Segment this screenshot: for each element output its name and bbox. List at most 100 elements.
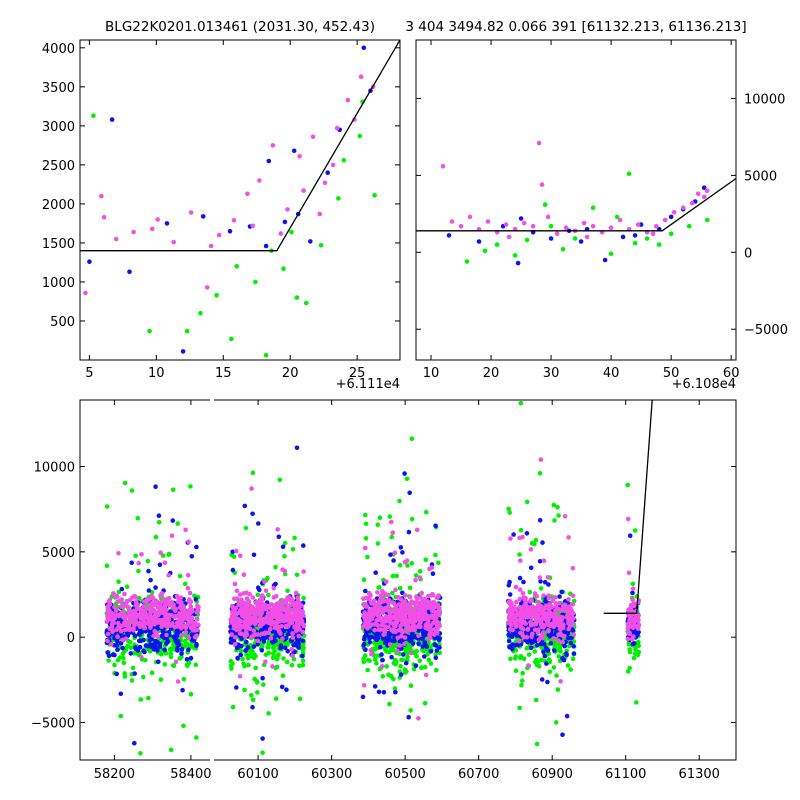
magenta-point <box>161 622 167 628</box>
blue-point <box>173 639 179 644</box>
magenta-point <box>185 572 191 578</box>
green-point <box>555 687 561 692</box>
magenta-point <box>406 609 411 615</box>
magenta-point <box>216 232 222 238</box>
magenta-point <box>367 616 373 621</box>
blue-point <box>149 644 154 650</box>
blue-point <box>118 691 124 697</box>
axes-frame <box>415 39 737 361</box>
magenta-point <box>237 627 242 632</box>
green-point <box>547 669 553 675</box>
magenta-point <box>264 614 270 620</box>
axes-frame <box>214 399 737 761</box>
blue-point <box>114 671 119 677</box>
magenta-point <box>265 619 271 624</box>
magenta-point <box>278 611 284 617</box>
blue-point <box>261 635 266 640</box>
magenta-point <box>172 608 178 613</box>
magenta-point <box>297 627 302 632</box>
magenta-point <box>361 683 367 688</box>
magenta-point <box>322 180 328 186</box>
x-tick-label: 60100 <box>237 767 278 782</box>
blue-point <box>157 562 163 568</box>
blue-point <box>132 740 137 746</box>
bottom-right-panel: 60100 60300 60500 60700 60900 61100 61300 <box>214 399 737 782</box>
green-point <box>300 647 306 652</box>
blue-point <box>437 645 442 650</box>
magenta-point <box>517 596 522 602</box>
green-point <box>177 656 182 661</box>
blue-point <box>244 639 249 645</box>
magenta-point <box>423 613 429 618</box>
green-point <box>537 471 543 476</box>
blue-point <box>235 655 240 661</box>
blue-point <box>524 531 530 536</box>
blue-point <box>143 643 149 648</box>
magenta-point <box>503 222 509 227</box>
magenta-point <box>566 604 572 610</box>
magenta-point <box>650 231 656 237</box>
magenta-point <box>530 223 536 229</box>
magenta-point <box>560 639 565 645</box>
green-point <box>560 246 566 252</box>
blue-point <box>528 565 534 571</box>
blue-point <box>578 239 584 244</box>
x-tick-label: 61300 <box>679 767 720 782</box>
blue-point <box>156 513 162 518</box>
blue-point <box>535 643 540 648</box>
blue-point <box>260 736 265 741</box>
green-point <box>608 251 614 257</box>
magenta-point <box>630 597 635 602</box>
magenta-point <box>407 613 413 619</box>
green-point <box>419 665 425 670</box>
magenta-point <box>140 611 145 617</box>
magenta-point <box>119 597 124 603</box>
magenta-point <box>361 613 366 618</box>
magenta-point <box>119 603 125 609</box>
magenta-point <box>158 618 164 624</box>
magenta-point <box>414 603 420 609</box>
magenta-point <box>83 290 88 296</box>
green-point <box>533 697 539 703</box>
magenta-point <box>175 599 181 605</box>
green-point <box>367 658 372 663</box>
blue-point <box>132 671 137 676</box>
green-point <box>508 656 513 662</box>
green-point <box>409 561 415 566</box>
blue-point <box>372 684 378 689</box>
green-point <box>149 670 155 676</box>
green-point <box>507 510 512 515</box>
magenta-point <box>375 590 380 595</box>
magenta-point <box>546 629 551 634</box>
green-point <box>133 553 138 559</box>
blue-point <box>276 534 282 540</box>
magenta-point <box>517 587 523 592</box>
magenta-point <box>232 641 238 647</box>
top-right-title: 3 404 3494.82 0.066 391 [61132.213, 6113… <box>405 19 746 35</box>
blue-point <box>406 714 412 720</box>
magenta-point <box>293 590 299 596</box>
green-point <box>506 764 511 769</box>
magenta-point <box>407 617 413 622</box>
magenta-point <box>107 626 113 632</box>
green-point <box>518 527 524 533</box>
magenta-point <box>382 591 388 596</box>
green-point <box>292 535 297 541</box>
blue-point <box>374 637 379 642</box>
magenta-point <box>317 211 323 217</box>
magenta-point <box>695 191 701 197</box>
magenta-point <box>392 550 398 556</box>
blue-point <box>272 635 277 641</box>
blue-point <box>422 654 427 659</box>
blue-point <box>407 638 412 643</box>
magenta-point <box>581 220 587 226</box>
x-tick-label: 61100 <box>605 767 646 782</box>
green-point <box>551 502 557 508</box>
magenta-point <box>266 611 271 616</box>
magenta-point <box>137 624 143 630</box>
magenta-point <box>566 609 572 615</box>
blue-point <box>407 490 413 496</box>
green-point <box>242 687 247 693</box>
